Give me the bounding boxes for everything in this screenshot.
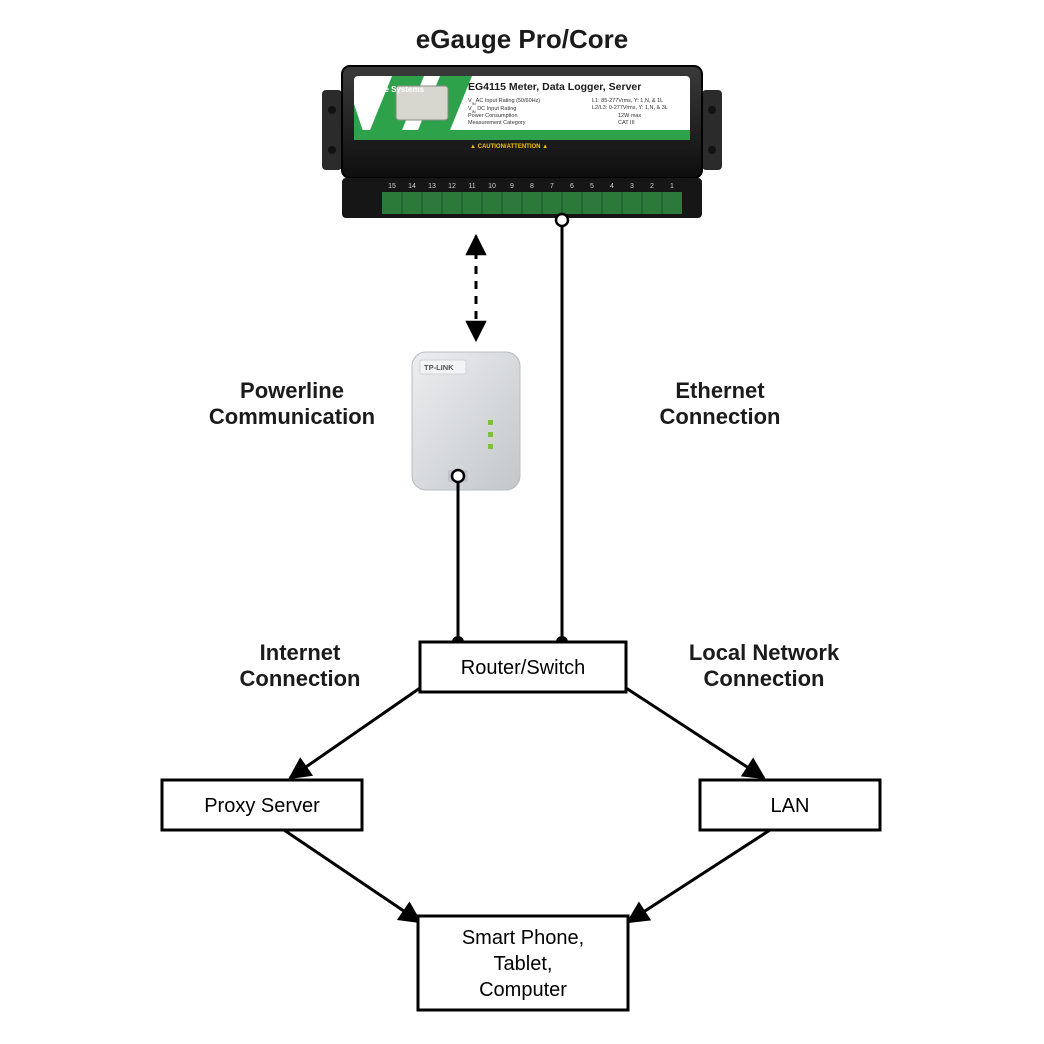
device-model: EG4115 Meter, Data Logger, Server (468, 81, 641, 93)
edge-router-to-lan (626, 688, 764, 778)
svg-text:15: 15 (388, 183, 396, 190)
plc-adapter: TP-LINK (412, 352, 520, 490)
svg-text:CAT III: CAT III (618, 120, 635, 126)
svg-text:Measurement Category: Measurement Category (468, 120, 526, 126)
edge-lan-to-client (628, 830, 770, 922)
svg-text:3: 3 (630, 183, 634, 190)
svg-text:▲ CAUTION/ATTENTION ▲: ▲ CAUTION/ATTENTION ▲ (470, 144, 548, 150)
egauge-device: Gauge Systems EG4115 Meter, Data Logger,… (322, 66, 722, 218)
plc-brand: TP-LINK (424, 363, 454, 372)
svg-text:4: 4 (610, 183, 614, 190)
node-client-l1: Smart Phone, (462, 927, 584, 949)
svg-text:2: 2 (650, 183, 654, 190)
svg-text:9: 9 (510, 183, 514, 190)
node-router-label: Router/Switch (461, 657, 586, 679)
svg-text:12W max: 12W max (618, 113, 641, 119)
device-terminals (382, 192, 682, 214)
label-ethernet-2: Connection (660, 404, 781, 429)
node-client-l3: Computer (479, 979, 567, 1001)
node-lan-label: LAN (771, 795, 810, 817)
label-powerline-1: Powerline (240, 378, 344, 403)
svg-text:12: 12 (448, 183, 456, 190)
label-localnet-2: Connection (704, 666, 825, 691)
svg-text:Power Consumption: Power Consumption (468, 113, 518, 119)
svg-text:L1: 85-277Vrms, Y: 1,N, & 1L: L1: 85-277Vrms, Y: 1,N, & 1L (592, 98, 663, 104)
svg-text:6: 6 (570, 183, 574, 190)
edge-proxy-to-client (284, 830, 420, 922)
device-brand: Gauge Systems (364, 85, 425, 94)
svg-text:14: 14 (408, 183, 416, 190)
label-powerline-2: Communication (209, 404, 375, 429)
node-client-l2: Tablet, (494, 953, 553, 975)
svg-text:8: 8 (530, 183, 534, 190)
svg-text:L2/L3: 0-277Vrms, Y: 1,N, & 3L: L2/L3: 0-277Vrms, Y: 1,N, & 3L (592, 105, 668, 111)
edge-router-to-proxy (290, 688, 420, 778)
svg-text:13: 13 (428, 183, 436, 190)
label-internet-1: Internet (260, 640, 341, 665)
node-proxy-label: Proxy Server (204, 795, 320, 817)
svg-text:5: 5 (590, 183, 594, 190)
svg-text:7: 7 (550, 183, 554, 190)
label-ethernet-1: Ethernet (675, 378, 765, 403)
device-port-labels: 15 14 13 12 11 10 9 8 7 6 5 4 3 2 1 (388, 183, 674, 190)
svg-text:11: 11 (468, 183, 475, 190)
label-localnet-1: Local Network (689, 640, 840, 665)
svg-text:10: 10 (488, 183, 496, 190)
svg-text:1: 1 (670, 183, 674, 190)
label-internet-2: Connection (240, 666, 361, 691)
diagram-title: eGauge Pro/Core (416, 24, 628, 54)
